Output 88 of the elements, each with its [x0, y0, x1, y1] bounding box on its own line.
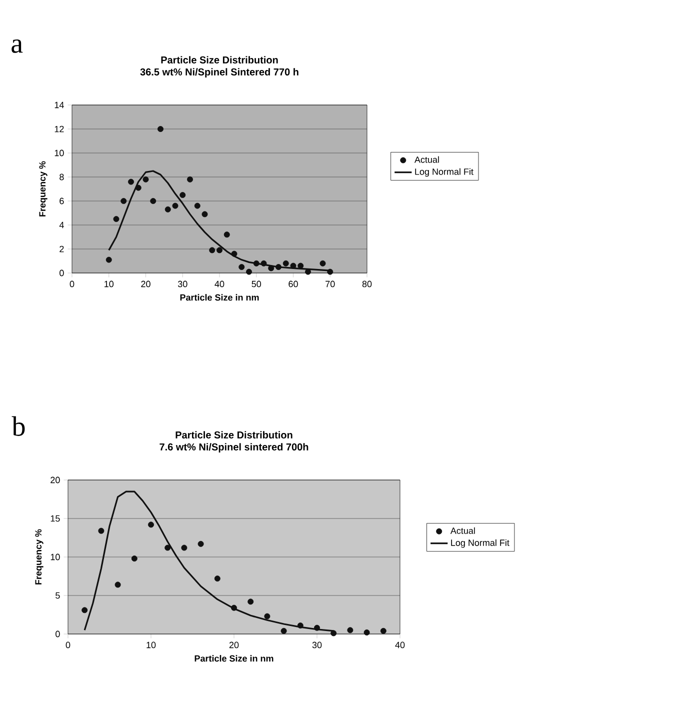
point — [106, 256, 112, 263]
legend-label: Actual — [414, 156, 439, 163]
x-tick-label: 30 — [178, 280, 188, 288]
x-tick-label: 40 — [214, 280, 224, 288]
point — [280, 628, 287, 634]
y-tick-label: 2 — [60, 246, 64, 252]
point — [98, 528, 104, 534]
point — [290, 262, 296, 269]
point — [150, 198, 156, 204]
point — [380, 628, 386, 634]
point — [253, 260, 260, 266]
point — [327, 268, 334, 275]
point — [230, 604, 237, 611]
legend-label: Actual — [450, 527, 475, 534]
chart-title: Particle Size Distribution — [176, 431, 292, 438]
point — [164, 206, 171, 212]
point — [172, 202, 178, 209]
point — [238, 264, 245, 270]
x-tick-label: 80 — [362, 280, 372, 288]
point — [248, 598, 254, 605]
chart-subtitle: 36.5 wt% Ni/Spinel Sintered 770 h — [140, 68, 298, 78]
point — [216, 247, 222, 254]
x-tick-label: 20 — [229, 642, 239, 648]
x-axis-title: Particle Size in nm — [180, 294, 259, 301]
y-tick-label: 15 — [50, 515, 60, 522]
x-tick-label: 0 — [70, 280, 74, 288]
point — [158, 126, 164, 132]
y-tick-label: 10 — [54, 150, 64, 156]
y-tick-label: 12 — [54, 126, 64, 132]
legend-label: Log Normal Fit — [415, 168, 474, 177]
x-tick-label: 0 — [66, 642, 70, 648]
point — [330, 630, 337, 636]
y-tick-label: 0 — [56, 630, 60, 638]
point — [224, 232, 230, 238]
y-axis-title: Frequency % — [35, 529, 44, 584]
point — [135, 184, 142, 191]
point — [114, 582, 121, 588]
point — [142, 176, 149, 182]
point — [180, 192, 186, 198]
legend-label: Log Normal Fit — [451, 539, 510, 548]
x-tick-label: 20 — [141, 280, 150, 288]
y-tick-label: 10 — [50, 554, 60, 560]
text: b — [12, 416, 25, 436]
text: a — [12, 39, 23, 53]
y-tick-label: 4 — [59, 222, 64, 228]
y-tick-label: 20 — [50, 476, 60, 484]
point — [113, 216, 120, 222]
x-tick-label: 70 — [326, 280, 335, 288]
point — [347, 627, 354, 634]
point — [275, 264, 282, 270]
y-axis-title: Frequency % — [39, 161, 48, 216]
point — [148, 522, 154, 528]
chart-title: Particle Size Distribution — [161, 56, 278, 64]
point — [364, 629, 370, 636]
y-tick-label: 5 — [56, 592, 60, 599]
point — [120, 198, 127, 204]
x-tick-label: 50 — [252, 280, 262, 288]
point — [128, 178, 134, 185]
chart-subtitle: 7.6 wt% Ni/Spinel sintered 700h — [160, 443, 308, 452]
point — [320, 260, 326, 266]
y-tick-label: 14 — [54, 102, 64, 108]
point — [82, 607, 88, 614]
point — [231, 250, 238, 257]
point — [198, 540, 204, 547]
point — [260, 260, 267, 266]
y-tick-label: 6 — [60, 198, 64, 204]
point — [194, 202, 200, 209]
point — [297, 622, 304, 629]
x-tick-label: 30 — [312, 642, 322, 648]
point — [181, 544, 188, 551]
x-tick-label: 10 — [104, 280, 114, 288]
y-tick-label: 0 — [60, 270, 64, 276]
point — [282, 260, 289, 266]
point — [202, 211, 208, 218]
x-tick-label: 40 — [395, 642, 405, 648]
point — [268, 265, 274, 272]
x-axis-title: Particle Size in nm — [194, 655, 274, 662]
y-tick-label: 8 — [60, 174, 64, 180]
point — [209, 247, 216, 254]
point — [186, 176, 193, 182]
point — [164, 544, 171, 551]
point — [214, 576, 220, 582]
point — [246, 268, 252, 275]
x-tick-label: 10 — [146, 642, 156, 648]
point — [314, 624, 320, 631]
x-tick-label: 60 — [288, 280, 298, 288]
point — [264, 613, 270, 620]
point — [131, 556, 138, 562]
